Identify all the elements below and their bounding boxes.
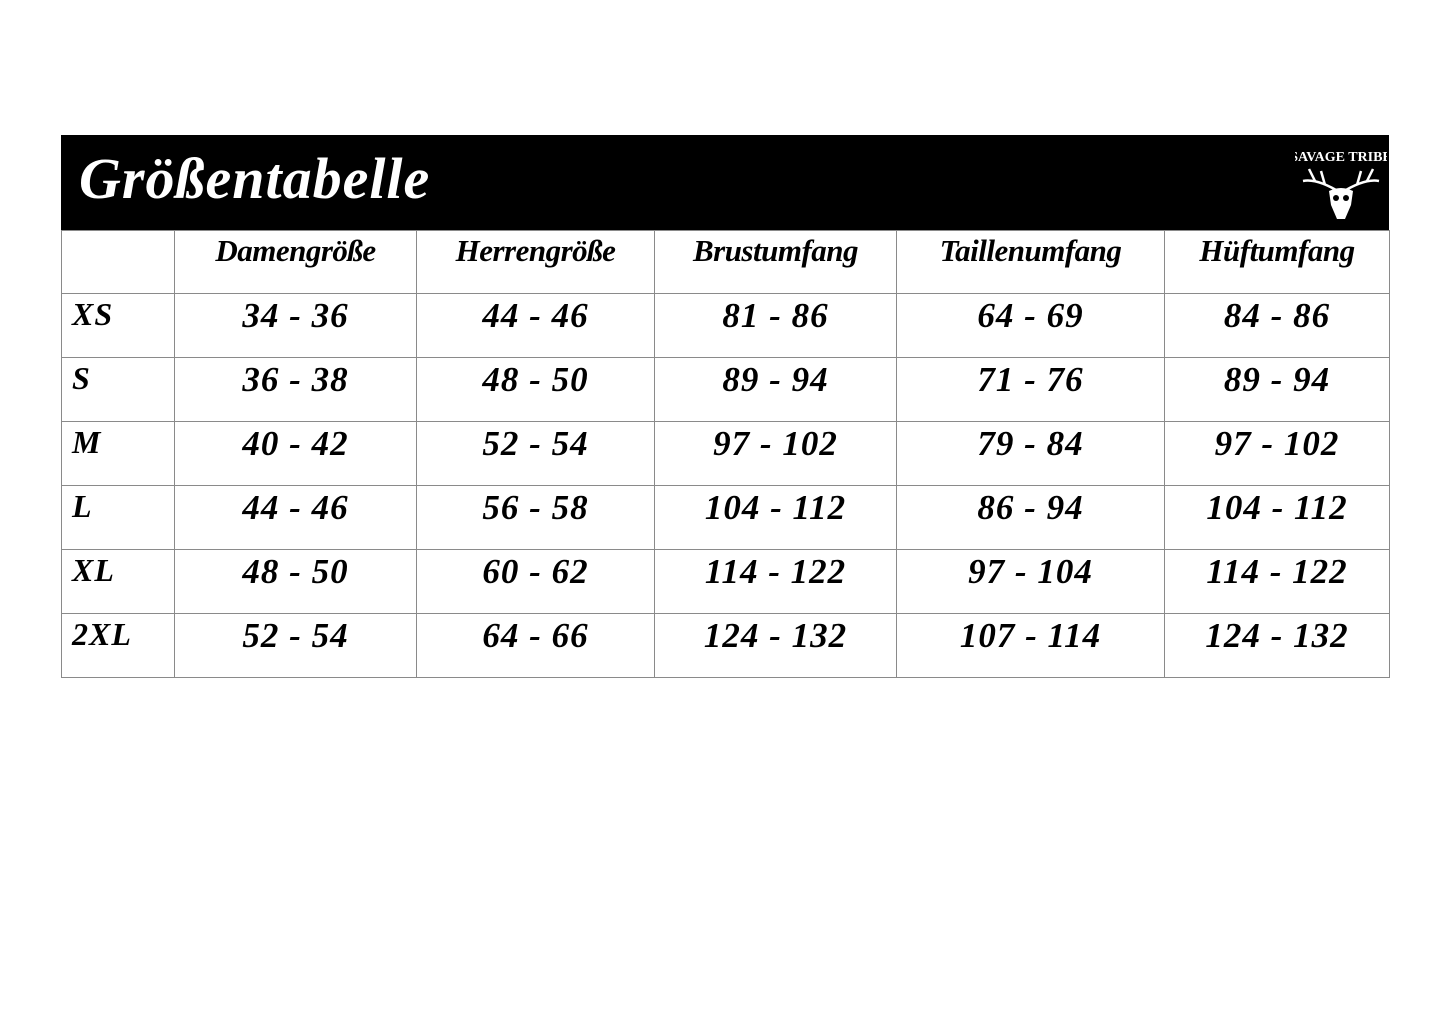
- cell-chest: 104 - 112: [654, 485, 897, 550]
- size-table: Damengröße Herrengröße Brustumfang Taill…: [61, 230, 1390, 678]
- column-header-chest: Brustumfang: [654, 230, 897, 294]
- cell-chest: 89 - 94: [654, 357, 897, 422]
- cell-size-label: 2XL: [61, 613, 175, 678]
- table-row: XL 48 - 50 60 - 62 114 - 122 97 - 104 114 - 1…: [61, 549, 1390, 614]
- table-row: S 36 - 38 48 - 50 89 - 94 71 - 76 89 - 94: [61, 357, 1390, 422]
- table-row: 2XL 52 - 54 64 - 66 124 - 132 107 - 114 124 -…: [61, 613, 1390, 678]
- title-banner: Größentabelle SAVAGE TRIBE: [61, 135, 1389, 230]
- column-header-hip: Hüftumfang: [1164, 230, 1390, 294]
- cell-hip: 104 - 112: [1164, 485, 1390, 550]
- cell-womens-size: 44 - 46: [174, 485, 417, 550]
- cell-mens-size: 60 - 62: [416, 549, 655, 614]
- cell-size-label: M: [61, 421, 175, 486]
- table-row: XS 34 - 36 44 - 46 81 - 86 64 - 69 84 - 86: [61, 293, 1390, 358]
- cell-waist: 79 - 84: [896, 421, 1165, 486]
- cell-mens-size: 64 - 66: [416, 613, 655, 678]
- column-header-womens-size: Damengröße: [174, 230, 417, 294]
- cell-mens-size: 52 - 54: [416, 421, 655, 486]
- cell-hip: 84 - 86: [1164, 293, 1390, 358]
- column-header-waist: Taillenumfang: [896, 230, 1165, 294]
- cell-waist: 107 - 114: [896, 613, 1165, 678]
- cell-mens-size: 56 - 58: [416, 485, 655, 550]
- cell-hip: 89 - 94: [1164, 357, 1390, 422]
- cell-chest: 81 - 86: [654, 293, 897, 358]
- cell-size-label: XL: [61, 549, 175, 614]
- column-header-size: [61, 230, 175, 294]
- cell-womens-size: 52 - 54: [174, 613, 417, 678]
- cell-womens-size: 40 - 42: [174, 421, 417, 486]
- logo-text: SAVAGE TRIBE: [1295, 150, 1387, 165]
- cell-waist: 64 - 69: [896, 293, 1165, 358]
- table-row: M 40 - 42 52 - 54 97 - 102 79 - 84 97 - 102: [61, 421, 1390, 486]
- cell-chest: 114 - 122: [654, 549, 897, 614]
- cell-size-label: S: [61, 357, 175, 422]
- cell-hip: 97 - 102: [1164, 421, 1390, 486]
- cell-size-label: XS: [61, 293, 175, 358]
- header-row: Damengröße Herrengröße Brustumfang Taill…: [61, 230, 1390, 294]
- cell-waist: 97 - 104: [896, 549, 1165, 614]
- cell-womens-size: 36 - 38: [174, 357, 417, 422]
- cell-hip: 124 - 132: [1164, 613, 1390, 678]
- cell-chest: 97 - 102: [654, 421, 897, 486]
- deer-skull-logo-icon: SAVAGE TRIBE: [1295, 150, 1387, 219]
- cell-mens-size: 48 - 50: [416, 357, 655, 422]
- cell-mens-size: 44 - 46: [416, 293, 655, 358]
- table-row: L 44 - 46 56 - 58 104 - 112 86 - 94 104 - 112: [61, 485, 1390, 550]
- cell-womens-size: 48 - 50: [174, 549, 417, 614]
- cell-waist: 86 - 94: [896, 485, 1165, 550]
- page-title: Größentabelle: [79, 146, 431, 211]
- cell-womens-size: 34 - 36: [174, 293, 417, 358]
- cell-waist: 71 - 76: [896, 357, 1165, 422]
- column-header-mens-size: Herrengröße: [416, 230, 655, 294]
- cell-hip: 114 - 122: [1164, 549, 1390, 614]
- cell-size-label: L: [61, 485, 175, 550]
- cell-chest: 124 - 132: [654, 613, 897, 678]
